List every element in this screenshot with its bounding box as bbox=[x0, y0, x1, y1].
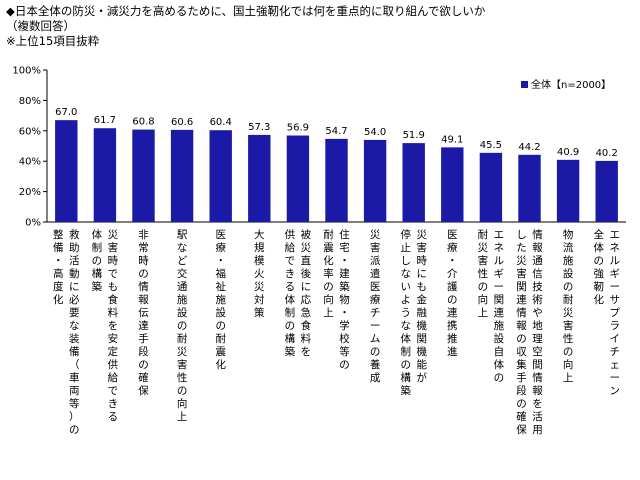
chart-subtitle: （複数回答） bbox=[6, 19, 75, 33]
data-label: 61.7 bbox=[94, 115, 116, 126]
chart-header: ◆日本全体の防災・減災力を高めるために、国土強靭化では何を重点的に取り組んで欲し… bbox=[6, 4, 485, 49]
data-label: 54.0 bbox=[364, 127, 386, 138]
category-label: 救助活動に必要な装備（車両等）の bbox=[69, 228, 80, 436]
y-tick-label: 0% bbox=[25, 218, 41, 229]
bar bbox=[402, 143, 425, 222]
bar bbox=[363, 139, 387, 222]
category-label: 体制の構築 bbox=[92, 229, 103, 293]
legend-label: 全体【n=2000】 bbox=[531, 78, 611, 91]
y-tick-label: 40% bbox=[19, 157, 41, 168]
category-label: 全体の強靭化 bbox=[593, 228, 604, 306]
category-label: 耐震化率の向上 bbox=[323, 228, 334, 319]
bar bbox=[518, 154, 541, 222]
category-label: 大規模火災対策 bbox=[254, 228, 265, 319]
data-label: 60.4 bbox=[210, 117, 232, 128]
data-label: 60.6 bbox=[171, 117, 193, 128]
bar bbox=[170, 129, 194, 222]
category-labels: 救助活動に必要な装備（車両等）の整備・高度化 災害時でも食料を安定供給できる体制の… bbox=[53, 228, 620, 436]
category-label: 物流施設の耐災害性の向上 bbox=[563, 228, 574, 384]
bar bbox=[93, 128, 117, 222]
data-label: 57.3 bbox=[248, 122, 270, 133]
category-label: 停止しないような体制の構築 bbox=[400, 228, 411, 397]
y-tick-label: 80% bbox=[19, 96, 41, 107]
data-label: 56.9 bbox=[287, 123, 309, 134]
data-label: 40.2 bbox=[596, 148, 618, 159]
data-labels: 67.0 61.7 60.8 60.6 60.4 57.3 56.9 54.7 54.0 51.9… bbox=[55, 107, 618, 159]
chart-title: ◆日本全体の防災・減災力を高めるために、国土強靭化では何を重点的に取り組んで欲し… bbox=[6, 4, 486, 18]
category-label: した災害関連情報の収集手段の確保 bbox=[516, 229, 527, 436]
category-label: 情報通信技術や地理空間情報を活用 bbox=[532, 228, 543, 436]
bar bbox=[55, 120, 78, 222]
category-label: 住宅・建築物・学校等の bbox=[339, 228, 350, 371]
data-label: 67.0 bbox=[55, 107, 77, 118]
category-label: 供給できる体制の構築 bbox=[285, 228, 296, 358]
chart-note: ※上位15項目抜粋 bbox=[6, 34, 100, 48]
data-label: 45.5 bbox=[480, 140, 502, 151]
category-label: エネルギーサプライチェーン bbox=[609, 229, 620, 397]
category-label: 耐災害性の向上 bbox=[478, 228, 489, 319]
category-label: 駅など交通施設の耐災害性の向上 bbox=[177, 229, 188, 423]
data-label: 49.1 bbox=[441, 134, 463, 145]
category-label: 医療・介護の連携推進 bbox=[447, 229, 458, 358]
category-label: 災害時でも食料を安定供給できる bbox=[108, 229, 119, 423]
legend: 全体【n=2000】 bbox=[521, 78, 611, 91]
data-label: 60.8 bbox=[132, 117, 154, 128]
category-label: 災害時にも金融機関機能が bbox=[416, 229, 427, 384]
category-label: エネルギー関連施設自体の bbox=[494, 229, 505, 384]
data-label: 40.9 bbox=[557, 147, 579, 158]
bar bbox=[441, 147, 464, 222]
bar bbox=[479, 152, 503, 222]
category-label: 整備・高度化 bbox=[53, 228, 64, 306]
category-label: 災害派遣医療チームの養成 bbox=[370, 229, 381, 384]
bar bbox=[248, 134, 271, 222]
category-label: 被災直後に応急食料を bbox=[301, 228, 312, 358]
bar bbox=[132, 129, 155, 222]
y-tick-label: 60% bbox=[19, 126, 41, 137]
bar bbox=[595, 160, 618, 222]
bar bbox=[209, 130, 232, 222]
y-tick-label: 100% bbox=[12, 66, 41, 77]
bars bbox=[55, 120, 618, 222]
data-label: 54.7 bbox=[325, 126, 347, 137]
bar bbox=[286, 135, 310, 222]
data-label: 51.9 bbox=[403, 130, 425, 141]
category-label: 医療・福祉施設の耐震化 bbox=[215, 229, 226, 371]
legend-swatch bbox=[521, 81, 528, 88]
y-tick-label: 20% bbox=[19, 187, 41, 198]
category-label: 非常時の情報伝達手段の確保 bbox=[138, 229, 149, 397]
data-label: 44.2 bbox=[518, 142, 540, 153]
bar bbox=[556, 159, 580, 222]
bar bbox=[325, 138, 348, 222]
